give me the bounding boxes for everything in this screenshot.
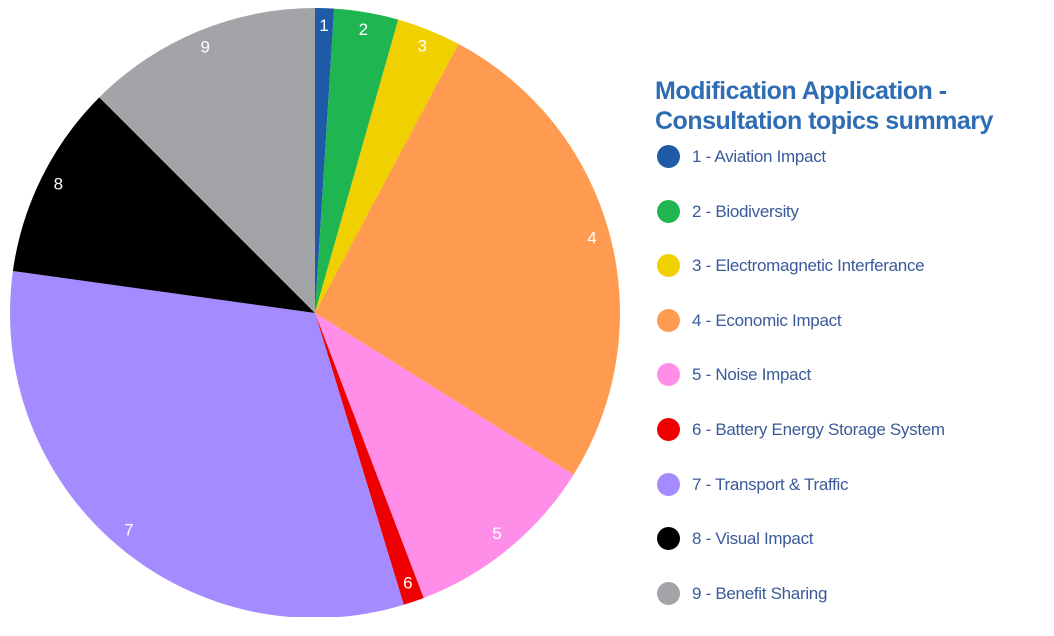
pie-slice <box>99 8 315 313</box>
pie-slice <box>315 43 620 475</box>
legend-item: 5 - Noise Impact <box>657 363 945 418</box>
legend-label: 7 - Transport & Traffic <box>692 474 849 494</box>
legend-item: 8 - Visual Impact <box>657 527 945 582</box>
legend-item: 1 - Aviation Impact <box>657 145 945 200</box>
pie-slice <box>315 8 335 313</box>
legend-swatch <box>657 308 680 332</box>
legend-label: 9 - Benefit Sharing <box>692 583 828 603</box>
legend-item: 9 - Benefit Sharing <box>657 581 945 636</box>
legend-label: 3 - Electromagnetic Interferance <box>692 256 925 276</box>
legend: 1 - Aviation Impact 2 - Biodiversity 3 - E… <box>657 145 945 636</box>
legend-label: 8 - Visual Impact <box>692 529 814 549</box>
pie-slice <box>315 8 399 314</box>
slice-label: 8 <box>54 175 63 194</box>
pie-chart: 1 2 3 4 5 6 7 8 9 <box>10 8 620 617</box>
legend-label: 4 - Economic Impact <box>692 310 842 330</box>
pie-slice <box>315 19 459 313</box>
legend-item: 6 - Battery Energy Storage System <box>657 417 945 473</box>
legend-item: 7 - Transport & Traffic <box>657 472 945 528</box>
legend-item: 3 - Electromagnetic Interferance <box>657 254 945 309</box>
legend-item: 2 - Biodiversity <box>657 199 945 255</box>
legend-swatch <box>657 199 680 223</box>
legend-label: 5 - Noise Impact <box>692 365 811 385</box>
legend-swatch <box>657 145 680 168</box>
slice-label: 2 <box>359 20 368 39</box>
legend-swatch <box>657 417 680 441</box>
legend-swatch <box>657 581 680 605</box>
slice-label: 1 <box>319 16 328 35</box>
pie-slice <box>315 313 574 598</box>
legend-swatch <box>657 363 680 387</box>
page: {"chart_data": {"type": "pie", "title": … <box>10 8 994 617</box>
pie-slice <box>315 313 424 605</box>
slice-label: 6 <box>403 574 412 593</box>
slice-label: 4 <box>587 229 596 248</box>
slice-label: 7 <box>124 520 133 539</box>
legend-item: 4 - Economic Impact <box>657 308 945 364</box>
chart-title: Modification Application - Consultation … <box>655 77 993 135</box>
legend-swatch <box>657 472 680 496</box>
pie-slice <box>10 270 404 617</box>
legend-label: 1 - Aviation Impact <box>692 147 826 166</box>
legend-label: 6 - Battery Energy Storage System <box>692 419 945 439</box>
slice-label: 5 <box>492 524 501 543</box>
legend-swatch <box>657 527 680 551</box>
legend-label: 2 - Biodiversity <box>692 201 799 221</box>
slice-label: 3 <box>417 37 426 56</box>
legend-swatch <box>657 254 680 278</box>
slice-label: 9 <box>201 38 210 57</box>
pie-slice <box>12 97 315 313</box>
